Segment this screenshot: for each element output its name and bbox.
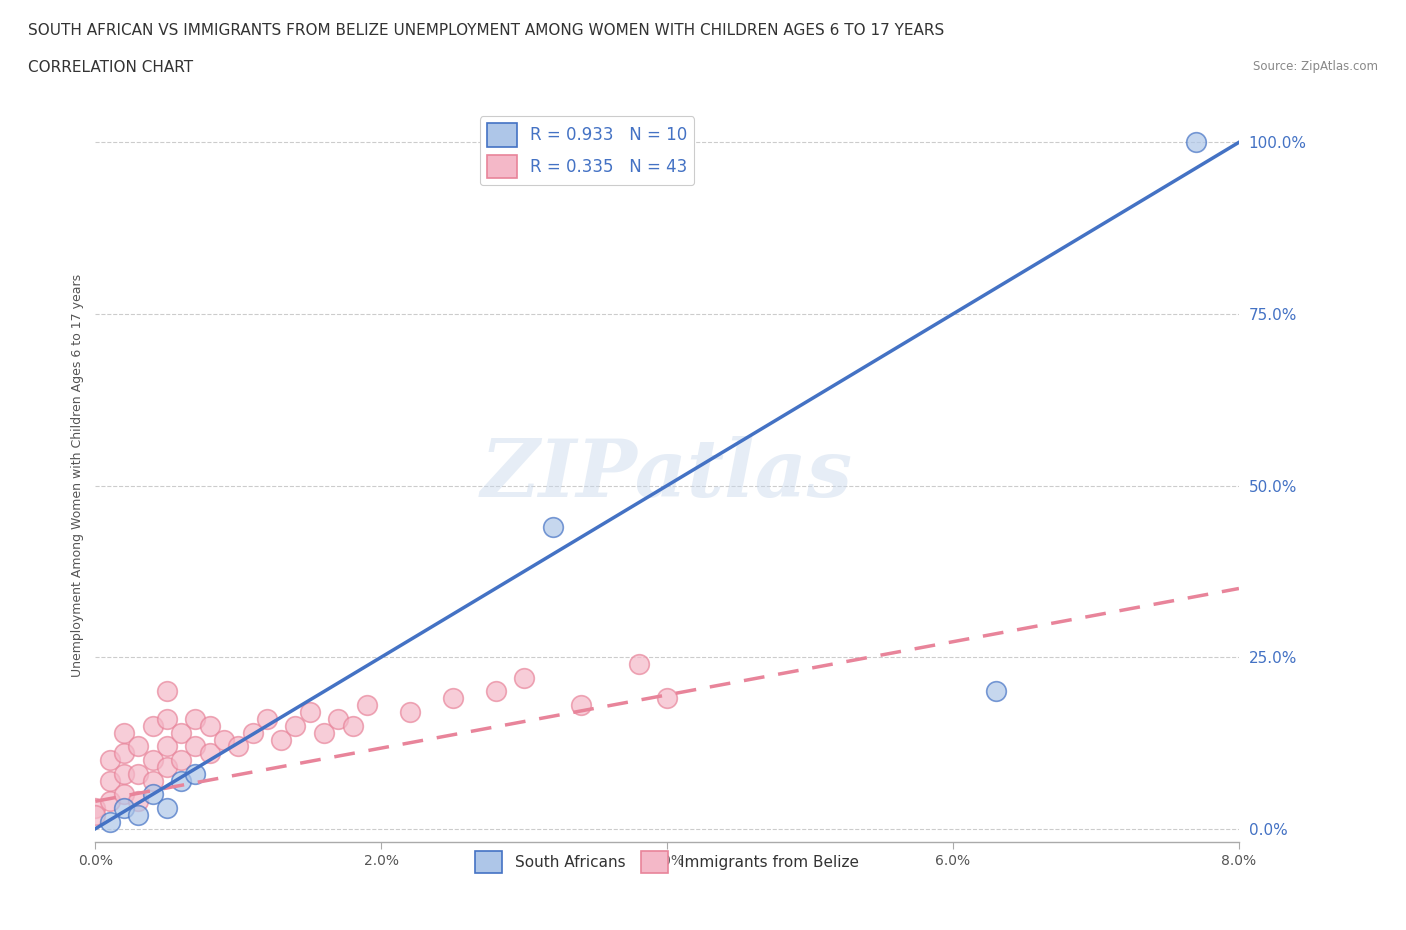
Point <box>156 739 179 754</box>
Point <box>184 739 207 754</box>
Point <box>312 725 335 740</box>
Point <box>112 766 135 781</box>
Point <box>84 801 107 816</box>
Point <box>184 766 207 781</box>
Point <box>156 760 179 775</box>
Point <box>342 718 364 733</box>
Point <box>156 711 179 726</box>
Point <box>156 684 179 699</box>
Point <box>112 801 135 816</box>
Text: SOUTH AFRICAN VS IMMIGRANTS FROM BELIZE UNEMPLOYMENT AMONG WOMEN WITH CHILDREN A: SOUTH AFRICAN VS IMMIGRANTS FROM BELIZE … <box>28 23 945 38</box>
Point <box>655 691 678 706</box>
Legend: South Africans, Immigrants from Belize: South Africans, Immigrants from Belize <box>468 845 866 879</box>
Point <box>984 684 1007 699</box>
Point <box>112 725 135 740</box>
Point <box>141 752 163 767</box>
Point <box>298 705 321 720</box>
Point <box>98 815 121 830</box>
Point <box>226 739 249 754</box>
Point <box>141 718 163 733</box>
Point <box>127 739 149 754</box>
Point <box>112 787 135 802</box>
Point <box>112 746 135 761</box>
Point <box>441 691 464 706</box>
Text: ZIPatlas: ZIPatlas <box>481 436 853 514</box>
Point <box>513 671 536 685</box>
Point <box>98 794 121 809</box>
Point <box>1185 135 1208 150</box>
Point <box>127 766 149 781</box>
Point <box>212 732 235 747</box>
Point <box>270 732 292 747</box>
Point <box>356 698 378 712</box>
Point <box>256 711 278 726</box>
Point <box>98 773 121 788</box>
Point <box>484 684 506 699</box>
Point <box>328 711 350 726</box>
Text: Source: ZipAtlas.com: Source: ZipAtlas.com <box>1253 60 1378 73</box>
Point <box>127 807 149 822</box>
Point <box>141 773 163 788</box>
Point <box>170 773 193 788</box>
Point <box>541 519 564 534</box>
Point <box>141 787 163 802</box>
Text: CORRELATION CHART: CORRELATION CHART <box>28 60 193 75</box>
Point <box>170 725 193 740</box>
Point <box>284 718 307 733</box>
Point <box>127 794 149 809</box>
Point <box>627 657 650 671</box>
Point <box>198 746 221 761</box>
Point <box>398 705 420 720</box>
Point <box>184 711 207 726</box>
Point <box>156 801 179 816</box>
Point <box>170 752 193 767</box>
Point <box>569 698 592 712</box>
Y-axis label: Unemployment Among Women with Children Ages 6 to 17 years: Unemployment Among Women with Children A… <box>72 273 84 677</box>
Point <box>84 807 107 822</box>
Point <box>98 752 121 767</box>
Point <box>198 718 221 733</box>
Point <box>242 725 264 740</box>
